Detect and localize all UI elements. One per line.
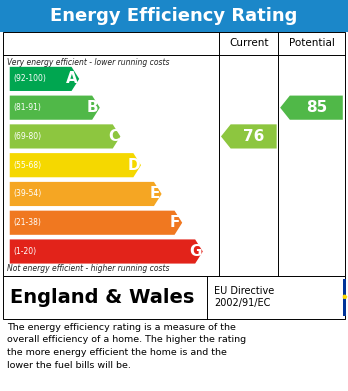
Text: D: D (128, 158, 140, 173)
Polygon shape (10, 95, 100, 120)
Text: ★: ★ (343, 294, 347, 298)
Text: England & Wales: England & Wales (10, 288, 195, 307)
Text: B: B (87, 100, 99, 115)
Text: C: C (108, 129, 119, 144)
Bar (0, 0, 348, 32)
Bar (3, 276, 345, 319)
Text: Potential: Potential (288, 38, 334, 48)
Polygon shape (221, 124, 277, 149)
Text: (69-80): (69-80) (13, 132, 41, 141)
Polygon shape (280, 95, 343, 120)
Text: 85: 85 (306, 100, 327, 115)
Text: (39-54): (39-54) (13, 190, 41, 199)
Text: The energy efficiency rating is a measure of the
overall efficiency of a home. T: The energy efficiency rating is a measur… (7, 323, 246, 370)
Text: A: A (66, 72, 78, 86)
Text: ★: ★ (342, 294, 347, 298)
Text: (81-91): (81-91) (13, 103, 41, 112)
Text: ★: ★ (342, 294, 346, 298)
Text: ★: ★ (343, 296, 347, 300)
Text: Current: Current (229, 38, 269, 48)
Polygon shape (10, 153, 141, 177)
Text: Energy Efficiency Rating: Energy Efficiency Rating (50, 7, 298, 25)
Text: ★: ★ (342, 296, 347, 300)
Text: (21-38): (21-38) (13, 218, 41, 227)
Text: ★: ★ (342, 296, 346, 300)
Text: ★: ★ (342, 294, 346, 298)
Text: G: G (190, 244, 202, 259)
Text: Not energy efficient - higher running costs: Not energy efficient - higher running co… (7, 264, 169, 273)
Polygon shape (10, 124, 120, 149)
Text: (55-68): (55-68) (13, 161, 41, 170)
Text: F: F (170, 215, 181, 230)
Polygon shape (10, 239, 203, 264)
Text: ★: ★ (343, 294, 347, 298)
Polygon shape (10, 182, 161, 206)
Bar (343, 279, 346, 316)
Bar (3, 32, 345, 276)
Text: EU Directive: EU Directive (214, 286, 274, 296)
Polygon shape (10, 211, 182, 235)
Text: ★: ★ (344, 295, 348, 299)
Text: (92-100): (92-100) (13, 74, 46, 83)
Text: E: E (149, 187, 160, 201)
Text: 76: 76 (243, 129, 264, 144)
Text: ★: ★ (341, 295, 345, 299)
Text: (1-20): (1-20) (13, 247, 36, 256)
Text: 2002/91/EC: 2002/91/EC (214, 298, 270, 308)
Text: ★: ★ (343, 296, 347, 300)
Text: ★: ★ (342, 296, 346, 300)
Text: Very energy efficient - lower running costs: Very energy efficient - lower running co… (7, 58, 169, 67)
Polygon shape (10, 67, 79, 91)
